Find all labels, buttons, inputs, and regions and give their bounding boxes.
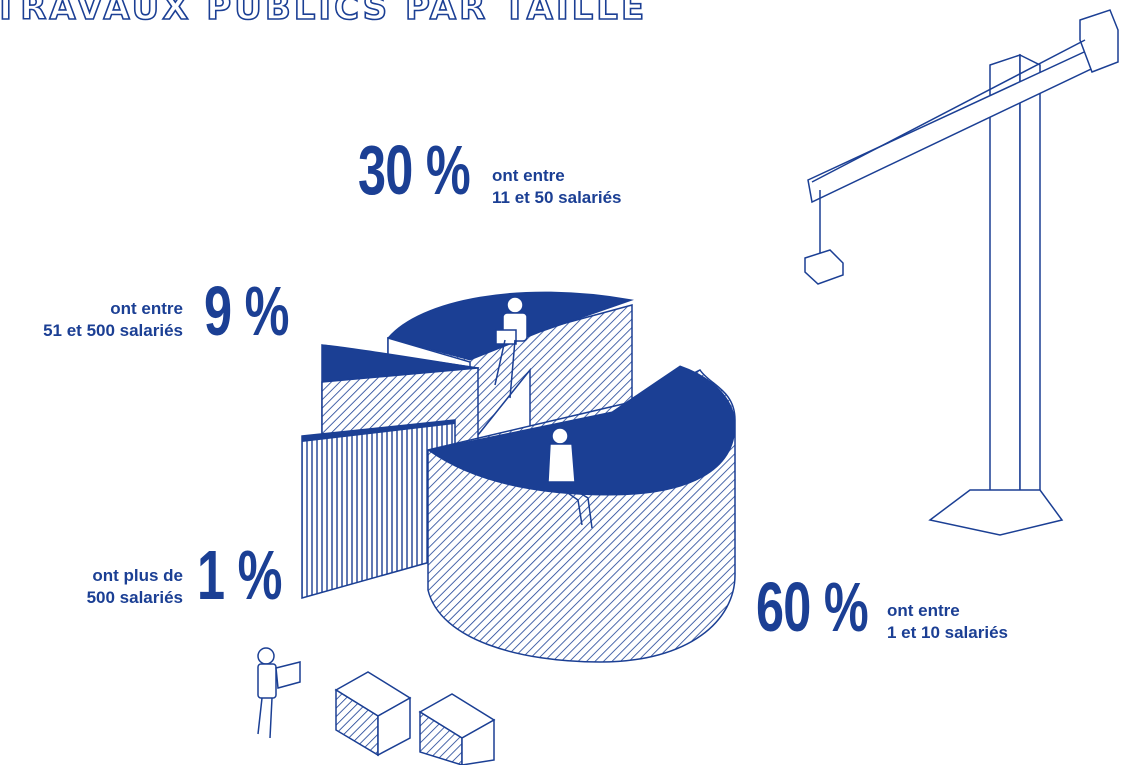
slice-label-30-line1: ont entre <box>492 166 565 185</box>
slice-label-60: ont entre 1 et 10 salariés <box>887 600 1008 644</box>
slice-label-60-line2: 1 et 10 salariés <box>887 623 1008 642</box>
slice-label-1-line2: 500 salariés <box>86 588 183 607</box>
pct-label-1: 1 % <box>197 536 282 614</box>
pct-label-30: 30 % <box>358 131 471 209</box>
brick-stack-icon <box>334 671 412 757</box>
page-title: TRAVAUX PUBLICS PAR TAILLE <box>0 0 648 29</box>
slice-label-9: ont entre 51 et 500 salariés <box>43 298 183 342</box>
slice-label-9-line1: ont entre <box>110 299 183 318</box>
pct-label-9: 9 % <box>204 272 289 350</box>
slice-label-30-line2: 11 et 50 salariés <box>492 188 622 207</box>
pie-slice-1 <box>301 419 456 599</box>
seated-woman-icon <box>547 427 593 529</box>
seated-man-with-laptop-icon <box>494 296 528 399</box>
brick-stack-icon <box>418 693 496 765</box>
worker-with-plans-icon <box>257 647 301 739</box>
slice-label-60-line1: ont entre <box>887 601 960 620</box>
pie-slice-60 <box>426 365 736 663</box>
slice-label-9-line2: 51 et 500 salariés <box>43 321 183 340</box>
slice-label-1-line1: ont plus de <box>92 566 183 585</box>
pct-label-60: 60 % <box>756 568 869 646</box>
slice-label-1: ont plus de 500 salariés <box>87 565 183 609</box>
tower-crane-icon <box>804 9 1119 536</box>
slice-label-30: ont entre 11 et 50 salariés <box>492 165 622 209</box>
